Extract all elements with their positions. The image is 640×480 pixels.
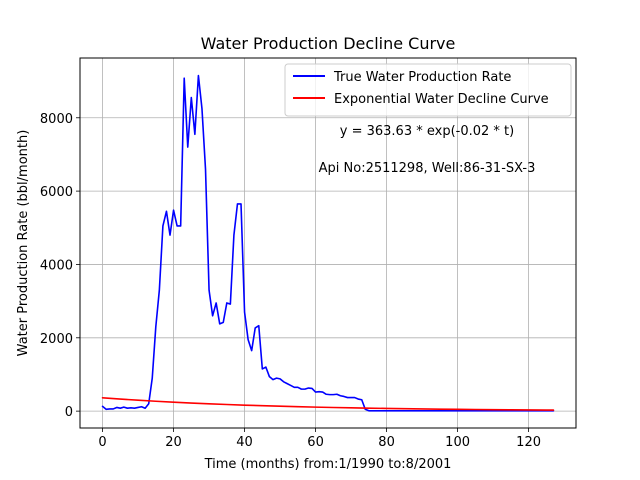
x-tick-label: 40 (236, 435, 253, 450)
series-layer (101, 74, 555, 412)
x-tick-label: 80 (378, 435, 395, 450)
y-axis-label: Water Production Rate (bbl/month) (16, 130, 31, 357)
x-tick-label: 60 (307, 435, 324, 450)
x-axis-label: Time (months) from:1/1990 to:8/2001 (204, 457, 452, 472)
y-tick-label: 0 (65, 405, 73, 420)
legend: True Water Production Rate Exponential W… (284, 63, 572, 117)
axis-ticks: 0 20 40 60 80 100 120 0 2000 4000 6000 8000 (40, 112, 541, 450)
plot-frame (79, 57, 577, 429)
chart-title: Water Production Decline Curve (201, 34, 456, 53)
y-tick-label: 4000 (40, 258, 73, 273)
exponential-decline-line (101, 396, 555, 411)
well-info-annotation: Api No:2511298, Well:86-31-SX-3 (319, 161, 536, 176)
x-tick-label: 20 (165, 435, 182, 450)
equation-annotation: y = 363.63 * exp(-0.02 * t) (340, 124, 514, 139)
x-tick-label: 120 (516, 435, 541, 450)
legend-label-true-rate: True Water Production Rate (333, 70, 511, 85)
legend-box (284, 63, 572, 117)
true-water-production-line (101, 74, 555, 412)
legend-label-exponential-curve: Exponential Water Decline Curve (334, 92, 549, 107)
x-tick-label: 0 (98, 435, 106, 450)
y-tick-label: 2000 (40, 332, 73, 347)
x-tick-label: 100 (445, 435, 470, 450)
y-tick-label: 8000 (40, 112, 73, 127)
y-tick-label: 6000 (40, 185, 73, 200)
